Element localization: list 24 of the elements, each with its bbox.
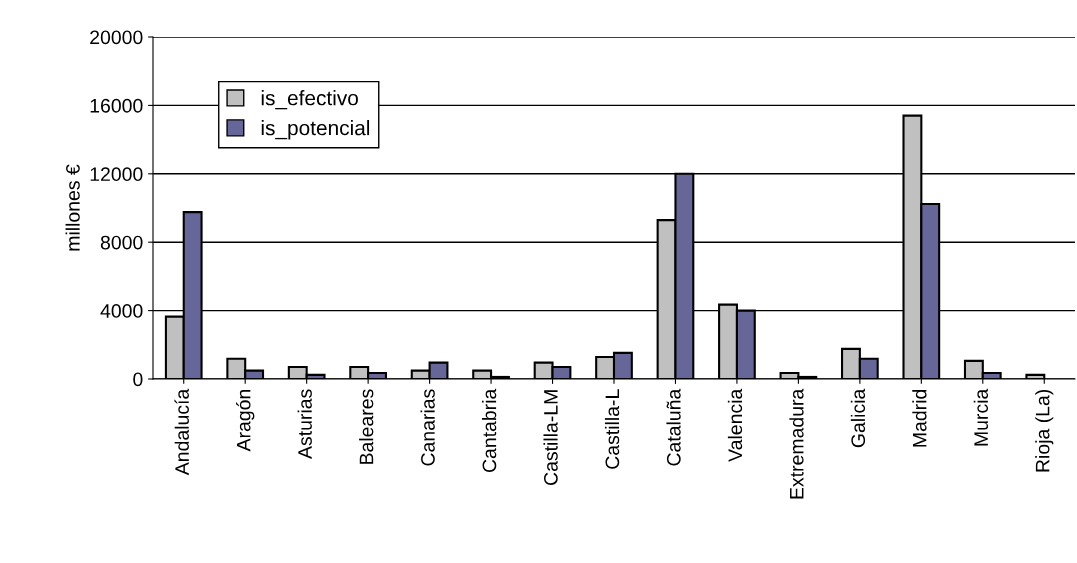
x-tick-label: Baleares	[359, 389, 374, 464]
y-tick-label: 0	[133, 372, 143, 387]
x-tick-label: Extremadura	[789, 388, 804, 499]
x-tick-label: Valencia	[727, 388, 743, 462]
y-tick-label: 20000	[90, 30, 143, 45]
x-tick-label: Asturias	[297, 389, 312, 459]
y-tick-label: 16000	[90, 98, 143, 113]
y-tick-label: 12000	[90, 167, 143, 182]
legend-label: is_potencial	[261, 120, 370, 140]
x-tick-label: Castilla-L	[604, 389, 620, 469]
x-tick-label: Cataluña	[666, 388, 681, 466]
x-tick-label: Madrid	[912, 389, 927, 447]
x-tick-label: Rioja (La)	[1035, 389, 1054, 472]
x-tick-label: Aragón	[236, 389, 255, 452]
x-tick-label: Castilla-LM	[543, 390, 558, 485]
x-tick-label: Cantabria	[482, 388, 497, 473]
legend-label: is_efectivo	[261, 90, 358, 110]
x-tick-label: Murcia	[973, 388, 989, 446]
y-axis-title: millones €	[65, 164, 80, 251]
x-tick-label: Andalucía	[174, 388, 189, 476]
x-tick-label: Galicia	[850, 388, 866, 448]
x-tick-label: Canarias	[420, 389, 435, 466]
y-tick-label: 4000	[100, 304, 143, 318]
y-tick-label: 8000	[100, 235, 143, 250]
